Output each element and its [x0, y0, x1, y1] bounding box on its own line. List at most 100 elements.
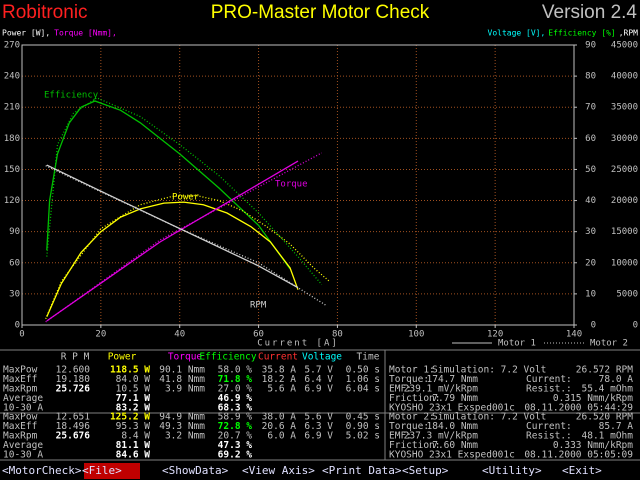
y-tick-label: 120 — [4, 196, 20, 206]
menu-item[interactable]: <Setup> — [402, 464, 449, 477]
cell: 1.06 s — [346, 374, 380, 385]
series-line — [46, 164, 299, 289]
y3-tick-label: 0 — [633, 321, 638, 331]
info-text: Simulation: 7.2 Volt — [432, 365, 546, 376]
info-text: Resist.: — [526, 384, 572, 395]
cell: 3.2 Nmm — [165, 431, 205, 442]
y-tick-label: 270 — [4, 41, 20, 51]
cell: 58.9 % — [218, 412, 253, 423]
cell: 84.6 W — [116, 450, 151, 461]
info-text: KYOSHO 23x1 Exsped001c — [389, 403, 515, 414]
cell: 0.50 s — [346, 365, 380, 376]
y-tick-label: 240 — [4, 72, 20, 82]
column-header: Power — [108, 352, 137, 363]
cell: 12.651 — [56, 412, 91, 423]
cell: 6.4 V — [304, 374, 333, 385]
info-text: Current: — [526, 374, 572, 385]
x-tick-label: 40 — [174, 330, 185, 340]
y-tick-label: 0 — [15, 321, 20, 331]
cell: 38.0 A — [262, 412, 297, 423]
row-label: MaxPow — [3, 412, 38, 423]
info-text: 78.0 A — [599, 374, 634, 385]
y-tick-label: 90 — [9, 227, 20, 237]
cell: 19.180 — [56, 374, 91, 385]
curve-label: Torque — [275, 180, 308, 190]
cell: 46.9 % — [218, 393, 253, 404]
menu-item[interactable]: <MotorCheck> — [2, 464, 82, 477]
y2-tick-label: 90 — [585, 41, 596, 51]
y3-tick-label: 45000 — [611, 41, 638, 51]
cell: 47.3 % — [218, 440, 253, 451]
info-text: Resist.: — [526, 431, 572, 442]
cell: 20.7 % — [218, 431, 253, 442]
legend-label: Motor 2 — [590, 339, 628, 349]
y2-tick-label: 50 — [585, 165, 596, 175]
info-text: 26.520 RPM — [576, 412, 633, 423]
cell: 5.6 A — [267, 384, 296, 395]
cell: 94.9 Nmm — [159, 412, 205, 423]
y2-tick-label: 70 — [585, 103, 596, 113]
y-axis-label: Torque [Nmm], — [54, 29, 117, 38]
row-label: MaxEff — [3, 374, 37, 385]
y3-tick-label: 30000 — [611, 134, 638, 144]
info-text: 0.315 Nmm/kRpm — [553, 393, 633, 404]
menu-item[interactable]: <Print Data> — [322, 464, 402, 477]
x-tick-label: 60 — [253, 330, 264, 340]
cell: 118.5 W — [110, 365, 150, 376]
info-text: 237.3 mV/kRpm — [404, 431, 479, 442]
row-label: MaxRpm — [3, 384, 38, 395]
series-line — [46, 97, 323, 286]
menu-item[interactable]: <File> — [82, 464, 122, 477]
menu-item[interactable]: <Exit> — [562, 464, 602, 477]
column-header: Efficiency — [199, 352, 256, 363]
menu-item[interactable]: <Utility> — [482, 464, 542, 477]
cell: 41.8 Nmm — [159, 374, 205, 385]
info-text: 7.79 Nmm — [432, 393, 478, 404]
info-text: 26.572 RPM — [576, 365, 633, 376]
info-text: Simulation: 7.2 Volt — [432, 412, 546, 423]
info-text: 184.0 Nmm — [427, 421, 479, 432]
y2-tick-label: 80 — [585, 72, 596, 82]
app-title: PRO-Master Motor Check — [211, 2, 430, 23]
plot-frame — [21, 44, 575, 326]
x-tick-label: 120 — [487, 330, 503, 340]
series-line — [46, 100, 291, 270]
y2-axis-label: ,RPM — [619, 29, 638, 38]
cell: 10.5 W — [116, 384, 151, 395]
cell: 5.7 V — [304, 365, 333, 376]
cell: 58.0 % — [218, 365, 253, 376]
version: Version 2.4 — [542, 2, 637, 23]
cell: 90.1 Nmm — [159, 365, 205, 376]
cell: 5.6 V — [304, 412, 333, 423]
cell: 69.2 % — [218, 450, 253, 461]
row-label: MaxPow — [3, 365, 38, 376]
y-tick-label: 210 — [4, 103, 20, 113]
curve-label: Power — [172, 193, 200, 203]
row-label: Average — [3, 440, 43, 451]
cell: 3.9 Nmm — [165, 384, 205, 395]
cell: 0.90 s — [346, 421, 380, 432]
y3-tick-label: 5000 — [616, 289, 638, 299]
menu-item[interactable]: <View Axis> — [242, 464, 315, 477]
x-tick-label: 140 — [566, 330, 582, 340]
cell: 5.02 s — [346, 431, 380, 442]
y2-tick-label: 10 — [585, 289, 596, 299]
info-text: 08.11.2000 05:05:09 — [524, 450, 633, 461]
column-header: R P M — [61, 352, 90, 363]
info-text: Motor 2: — [389, 412, 435, 423]
cell: 0.45 s — [346, 412, 380, 423]
cell: 6.0 A — [267, 431, 296, 442]
info-text: 08.11.2000 05:44:29 — [524, 403, 633, 414]
menu-item[interactable]: <ShowData> — [162, 464, 229, 477]
row-label: 10-30 A — [3, 450, 43, 461]
y2-tick-label: 0 — [591, 321, 596, 331]
cell: 35.8 A — [262, 365, 297, 376]
column-header: Current — [258, 352, 298, 363]
y-axis-label: Power [W], — [2, 29, 50, 38]
cell: 6.3 V — [304, 421, 333, 432]
info-text: Torque: — [389, 421, 429, 432]
y2-axis-label: Efficiency [%] — [548, 29, 615, 38]
info-text: 174.7 Nmm — [427, 374, 479, 385]
y3-tick-label: 10000 — [611, 258, 638, 268]
